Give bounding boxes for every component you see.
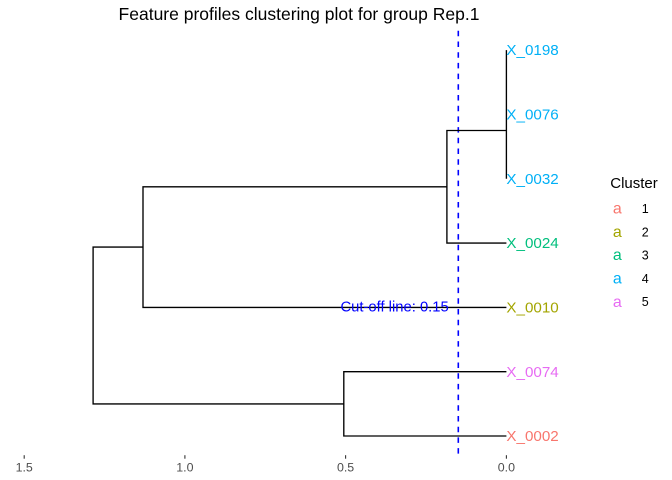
svg-text:a: a	[613, 247, 622, 264]
svg-text:Cluster: Cluster	[610, 175, 658, 192]
svg-text:Feature profiles clustering pl: Feature profiles clustering plot for gro…	[119, 4, 480, 24]
svg-text:1.5: 1.5	[16, 461, 33, 475]
svg-text:a: a	[613, 294, 622, 311]
svg-text:X_0010: X_0010	[506, 300, 558, 317]
svg-text:X_0074: X_0074	[506, 364, 558, 381]
svg-text:1.0: 1.0	[176, 461, 193, 475]
svg-text:X_0002: X_0002	[506, 428, 558, 445]
svg-text:0.0: 0.0	[498, 461, 515, 475]
svg-text:Cut-off line: 0.15: Cut-off line: 0.15	[340, 300, 448, 316]
svg-text:1: 1	[642, 202, 649, 216]
svg-text:5: 5	[642, 295, 649, 309]
svg-text:X_0032: X_0032	[506, 171, 558, 188]
svg-text:X_0076: X_0076	[506, 107, 558, 124]
svg-text:a: a	[613, 224, 622, 241]
svg-text:a: a	[613, 201, 622, 218]
svg-text:3: 3	[642, 249, 649, 263]
svg-text:X_0024: X_0024	[506, 235, 558, 252]
svg-text:0.5: 0.5	[337, 461, 354, 475]
svg-text:a: a	[613, 271, 622, 288]
svg-text:2: 2	[642, 225, 649, 239]
svg-text:4: 4	[642, 272, 649, 286]
svg-text:X_0198: X_0198	[506, 42, 558, 59]
